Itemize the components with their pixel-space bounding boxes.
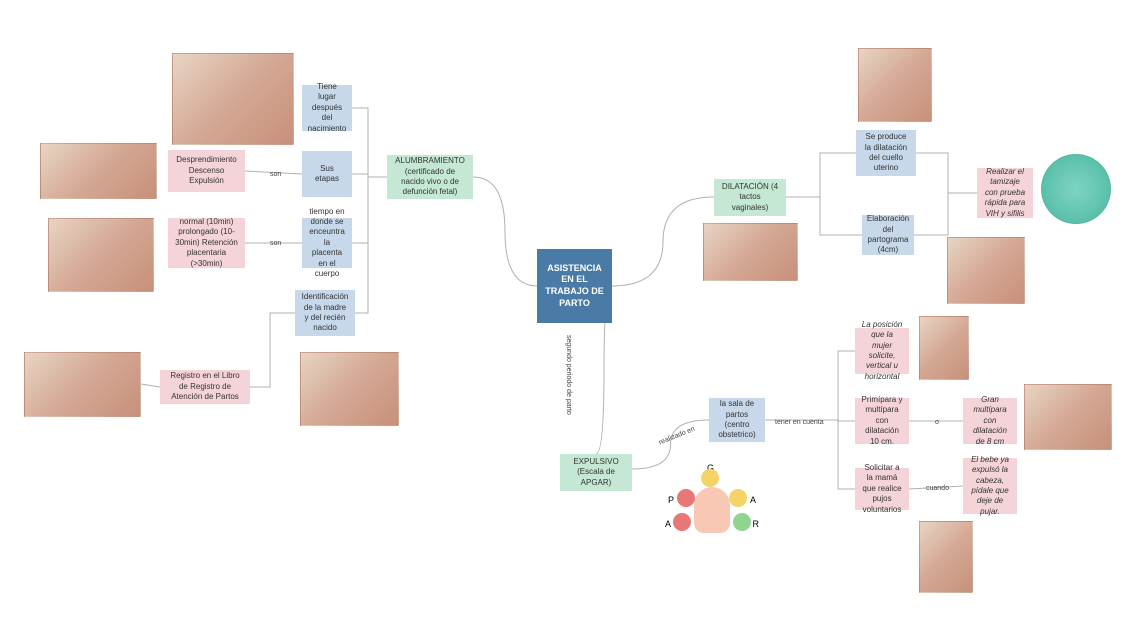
node-etapas: Sus etapas	[302, 151, 352, 197]
connector-label: o	[935, 419, 939, 426]
node-alumbramiento: ALUMBRAMIENTO (certificado de nacido viv…	[387, 155, 473, 199]
node-sala: la sala de partos (centro obstetrico)	[709, 398, 765, 442]
node-partograma: Elaboración del partograma (4cm)	[862, 215, 914, 255]
node-multipara: Gran multípara con dilatación de 8 cm	[963, 398, 1017, 444]
connector-label: realizado en	[658, 426, 696, 447]
image-placeholder	[48, 218, 154, 292]
image-placeholder	[919, 316, 969, 380]
node-pujos: Solicitar a la mamá que realice pujos vo…	[855, 468, 909, 510]
image-placeholder	[40, 143, 157, 199]
node-desprend: Desprendimiento Descenso Expulsión	[168, 150, 245, 192]
image-placeholder	[1024, 384, 1112, 450]
node-expulsivo: EXPULSIVO (Escala de APGAR)	[560, 454, 632, 491]
image-placeholder	[172, 53, 294, 145]
node-normal: normal (10min) prolongado (10-30min) Ret…	[168, 218, 245, 268]
node-bebe: El bebe ya expulsó la cabeza, pídale que…	[963, 458, 1017, 514]
node-tamizaje: Realizar el tamizaje con prueba rápida p…	[977, 168, 1033, 218]
node-dil-cuello: Se produce la dilatación del cuello uter…	[856, 130, 916, 176]
connector-label: son	[270, 171, 281, 178]
image-placeholder	[858, 48, 932, 122]
node-tiene-lugar: Tiene lugar después del nacimiento	[302, 85, 352, 131]
connector-label: cuando	[926, 485, 949, 492]
node-identif: Identificación de la madre y del recién …	[295, 290, 355, 336]
node-dilatacion: DILATACIÓN (4 tactos vaginales)	[714, 179, 786, 216]
image-placeholder	[24, 352, 141, 417]
image-placeholder	[947, 237, 1025, 304]
connector-label: son	[270, 240, 281, 247]
central-node: ASISTENCIA EN EL TRABAJO DE PARTO	[537, 249, 612, 323]
node-registro: Registro en el Libro de Registro de Aten…	[160, 370, 250, 404]
connector-label: tener en cuenta	[775, 419, 824, 426]
node-posicion: La posición que la mujer solicite, verti…	[855, 328, 909, 374]
image-placeholder	[919, 521, 973, 593]
image-placeholder	[300, 352, 399, 426]
image-placeholder: GPAAR	[665, 463, 759, 557]
image-placeholder	[1041, 154, 1111, 224]
image-placeholder	[703, 223, 798, 281]
node-primipara: Primípara y multípara con dilatación 10 …	[855, 398, 909, 444]
node-tiempo: tiempo en donde se enceuntra la placenta…	[302, 218, 352, 268]
connector-label: segundo periodo de parto	[565, 335, 572, 415]
